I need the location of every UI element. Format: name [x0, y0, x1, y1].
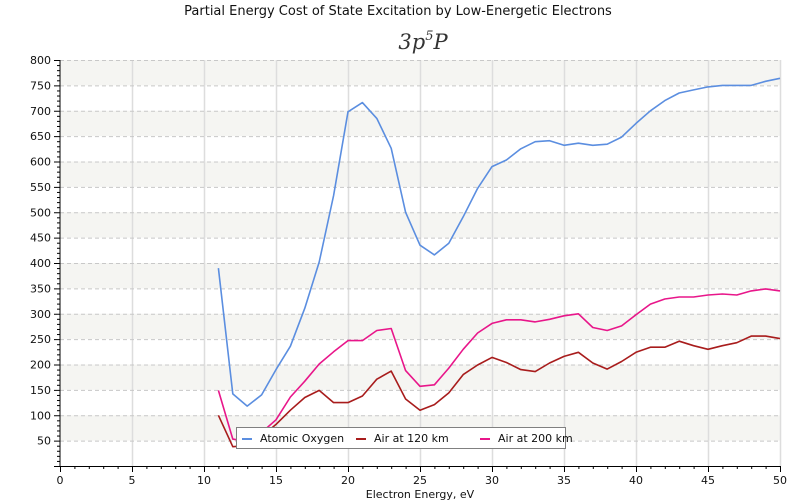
subtitle-base: 3p	[398, 30, 425, 54]
x-tick-label: 10	[197, 474, 211, 487]
x-tick-label: 45	[701, 474, 715, 487]
legend: Atomic Oxygen Air at 120 km Air at 200 km	[236, 427, 573, 449]
y-tick-label: 750	[30, 79, 51, 92]
legend-box	[236, 427, 566, 449]
subtitle-tail: P	[432, 30, 448, 54]
y-tick-label: 700	[30, 105, 51, 118]
x-tick-label: 35	[557, 474, 571, 487]
y-tick-label: 300	[30, 308, 51, 321]
x-tick-label: 40	[629, 474, 643, 487]
y-tick-label: 650	[30, 130, 51, 143]
chart-title: Partial Energy Cost of State Excitation …	[184, 4, 612, 19]
x-tick-label: 25	[413, 474, 427, 487]
y-tick-label: 100	[30, 409, 51, 422]
series-line-air-at-120-km	[217, 335, 781, 448]
y-tick-label: 450	[30, 232, 51, 245]
series-lines	[217, 77, 781, 448]
axes	[54, 60, 781, 472]
legend-label: Air at 120 km	[374, 432, 449, 445]
x-tick-label: 5	[129, 474, 136, 487]
horizontal-gridlines	[60, 60, 780, 442]
y-tick-label: 550	[30, 181, 51, 194]
x-axis-label: Electron Energy, eV	[366, 488, 475, 500]
y-tick-label: 800	[30, 54, 51, 67]
series-line-atomic-oxygen	[217, 77, 781, 407]
y-tick-labels: 50 100 150 200 250 300 350 400 450 500 550 600 650 70…	[30, 54, 51, 448]
subtitle-superscript: 5	[425, 29, 433, 44]
x-tick-label: 30	[485, 474, 499, 487]
y-tick-label: 150	[30, 384, 51, 397]
y-tick-label: 500	[30, 206, 51, 219]
y-tick-label: 400	[30, 257, 51, 270]
x-tick-labels: 0 5 10 15 20 25 30 35 40 45 50	[57, 474, 788, 487]
y-tick-label: 50	[37, 435, 51, 448]
x-tick-label: 50	[773, 474, 787, 487]
x-tick-label: 15	[269, 474, 283, 487]
legend-label: Air at 200 km	[498, 432, 573, 445]
y-tick-label: 250	[30, 333, 51, 346]
x-tick-label: 0	[57, 474, 64, 487]
chart-subtitle: 3p5P	[398, 29, 448, 54]
series-line-air-at-200-km	[217, 288, 781, 443]
legend-label: Atomic Oxygen	[260, 432, 344, 445]
y-tick-label: 600	[30, 156, 51, 169]
x-tick-label: 20	[341, 474, 355, 487]
y-tick-label: 200	[30, 359, 51, 372]
y-tick-label: 350	[30, 282, 51, 295]
